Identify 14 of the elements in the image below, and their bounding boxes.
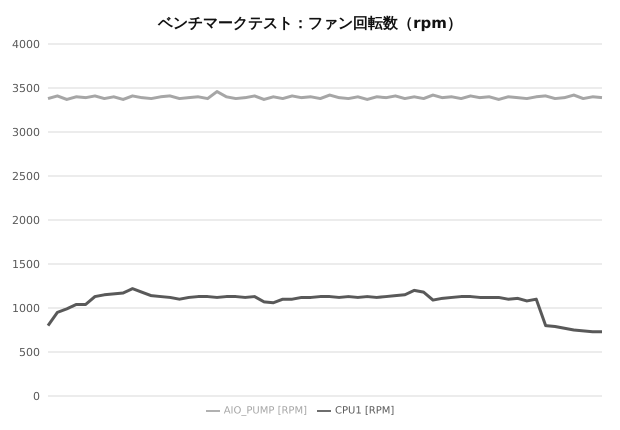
line-series: [46, 287, 604, 334]
y-tick-label: 500: [19, 346, 40, 359]
y-tick-label: 3000: [12, 126, 40, 139]
legend-label: AIO_PUMP [RPM]: [224, 406, 307, 417]
y-tick-label: 1000: [12, 302, 40, 315]
y-tick-label: 2500: [12, 170, 40, 183]
y-tick-label: 4000: [12, 38, 40, 51]
y-tick-label: 1500: [12, 258, 40, 271]
legend-label: CPU1 [RPM]: [334, 406, 394, 417]
y-tick-label: 2000: [12, 214, 40, 227]
chart-title: ベンチマークテスト：ファン回転数（rpm）: [156, 13, 463, 34]
line-series: [46, 90, 604, 101]
y-tick-label: 3500: [12, 82, 40, 95]
y-tick-label: 0: [33, 390, 40, 403]
